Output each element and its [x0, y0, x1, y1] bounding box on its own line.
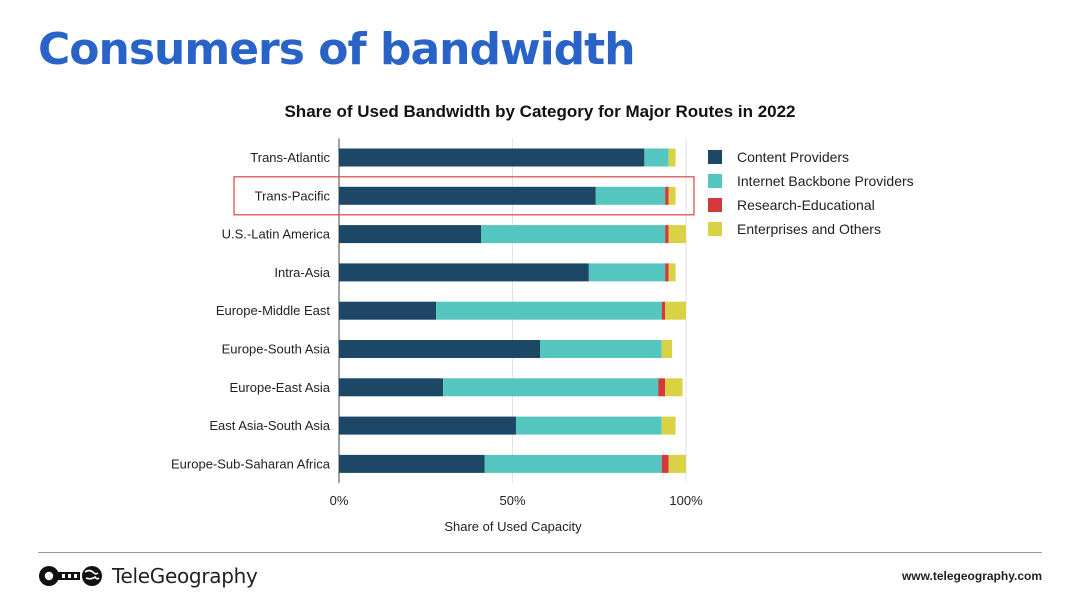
highlight-box — [233, 176, 695, 216]
x-axis-label: Share of Used Capacity — [444, 519, 582, 534]
category-label-europe-middle-east: Europe-Middle East — [216, 303, 331, 318]
stacked-bar-chart: Share of Used Bandwidth by Category for … — [171, 102, 914, 534]
bar-intra-asia-content-providers — [339, 263, 589, 282]
bar-trans-pacific-content-providers — [339, 186, 596, 205]
bar-trans-atlantic-internet-backbone-providers — [644, 148, 669, 167]
chart-title: Share of Used Bandwidth by Category for … — [284, 102, 795, 121]
legend: Content Providers Internet Backbone Provi… — [708, 149, 914, 237]
category-label-europe-sub-saharan-africa: Europe-Sub-Saharan Africa — [171, 456, 331, 471]
x-axis-ticks: 0% 50% 100% — [330, 493, 703, 508]
legend-label-research-educational: Research-Educational — [737, 197, 875, 213]
bar-europe-middle-east-content-providers — [339, 301, 437, 320]
category-label-europe-east-asia: Europe-East Asia — [230, 380, 331, 395]
bar-europe-sub-saharan-africa-internet-backbone-providers — [484, 454, 662, 473]
bar-europe-sub-saharan-africa-enterprises-and-others — [668, 454, 686, 473]
legend-label-internet-backbone-providers: Internet Backbone Providers — [737, 173, 914, 189]
bar-intra-asia-enterprises-and-others — [668, 263, 676, 282]
telegeography-logo-icon — [39, 566, 102, 586]
bar-trans-pacific-internet-backbone-providers — [595, 186, 666, 205]
legend-label-content-providers: Content Providers — [737, 149, 849, 165]
legend-label-enterprises-and-others: Enterprises and Others — [737, 221, 881, 237]
bar-europe-south-asia-enterprises-and-others — [661, 340, 673, 358]
bar-europe-east-asia-research-educational — [658, 378, 666, 397]
bar-u-s-latin-america-content-providers — [339, 225, 482, 244]
bar-intra-asia-research-educational — [665, 263, 669, 282]
bar-europe-middle-east-internet-backbone-providers — [436, 301, 662, 320]
bar-east-asia-south-asia-enterprises-and-others — [661, 416, 676, 435]
bar-trans-pacific-research-educational — [665, 186, 669, 205]
bar-east-asia-south-asia-content-providers — [339, 416, 516, 435]
bar-europe-east-asia-internet-backbone-providers — [443, 378, 659, 397]
category-label-east-asia-south-asia: East Asia-South Asia — [209, 418, 330, 433]
bar-u-s-latin-america-research-educational — [665, 225, 669, 244]
bar-europe-sub-saharan-africa-content-providers — [339, 454, 485, 473]
category-label-u-s-latin-america: U.S.-Latin America — [222, 227, 331, 242]
bar-u-s-latin-america-enterprises-and-others — [668, 225, 686, 244]
bars — [339, 148, 686, 473]
bar-europe-middle-east-enterprises-and-others — [665, 301, 686, 320]
website-url[interactable]: www.telegeography.com — [901, 569, 1042, 583]
x-tick-label: 100% — [669, 493, 703, 508]
bar-east-asia-south-asia-internet-backbone-providers — [515, 416, 662, 435]
bar-trans-atlantic-enterprises-and-others — [668, 148, 676, 167]
bar-europe-east-asia-enterprises-and-others — [665, 378, 683, 397]
bar-trans-atlantic-content-providers — [339, 148, 645, 167]
footer-divider — [38, 552, 1042, 553]
x-tick-label: 50% — [499, 493, 525, 508]
category-label-europe-south-asia: Europe-South Asia — [222, 342, 331, 357]
bar-u-s-latin-america-internet-backbone-providers — [481, 225, 666, 244]
bar-europe-south-asia-content-providers — [339, 340, 541, 358]
bar-europe-sub-saharan-africa-research-educational — [661, 454, 669, 473]
category-label-trans-pacific: Trans-Pacific — [255, 188, 331, 203]
brand-name: TeleGeography — [112, 564, 258, 588]
bar-europe-middle-east-research-educational — [661, 301, 666, 320]
bar-europe-south-asia-internet-backbone-providers — [540, 340, 662, 358]
legend-swatch-internet-backbone-providers — [708, 174, 722, 188]
brand-logo: TeleGeography — [38, 563, 258, 589]
category-label-intra-asia: Intra-Asia — [274, 265, 330, 280]
legend-swatch-enterprises-and-others — [708, 222, 722, 236]
bar-intra-asia-internet-backbone-providers — [588, 263, 666, 282]
page-title: Consumers of bandwidth — [38, 24, 636, 75]
x-tick-label: 0% — [330, 493, 349, 508]
bar-europe-east-asia-content-providers — [339, 378, 444, 397]
category-label-trans-atlantic: Trans-Atlantic — [250, 150, 330, 165]
bar-trans-pacific-enterprises-and-others — [668, 186, 676, 205]
legend-swatch-research-educational — [708, 198, 722, 212]
legend-swatch-content-providers — [708, 150, 722, 164]
category-labels: Trans-Atlantic Trans-Pacific U.S.-Latin Am… — [171, 150, 331, 471]
